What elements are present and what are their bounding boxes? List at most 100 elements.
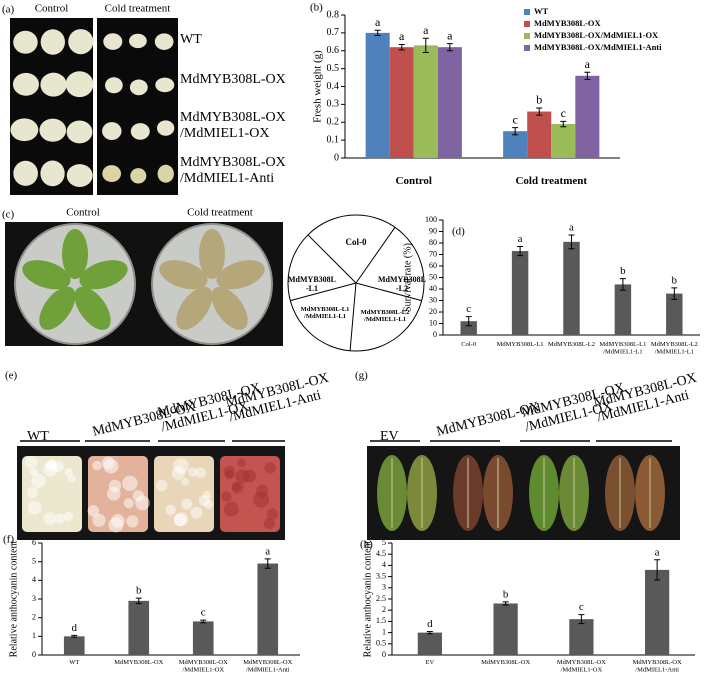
callus [130,168,147,184]
callus [92,513,106,527]
error-bar [446,43,453,52]
row-label: MdMYB308L-OX/MdMIEL1-OX [180,110,286,141]
callus [223,501,239,517]
row-label-line: /MdMIEL1-OX [180,126,269,141]
sector-label-line: MdMYB308L [288,275,336,284]
y-tick-label: 1 [382,627,386,636]
x-tick-label-line: MdMYB308L-OX [633,659,682,666]
x-tick-label: MdMYB308L-L2 [548,341,595,348]
callus [102,165,122,183]
bar [192,621,214,655]
x-tick-label: MdMYB308L-OX [114,659,163,666]
x-tick-label: MdMYB308L-L1 [497,341,544,348]
y-tick-label: 5 [382,538,386,547]
y-axis-label: Fresh weight (g) [312,50,324,123]
callus [108,517,124,533]
callus [155,479,168,492]
y-tick-label: 50 [429,272,437,281]
y-tick-label: 0.6 [327,45,340,56]
y-tick-label: 4 [32,575,36,584]
bar [551,124,576,158]
significance-letter: b [503,588,509,600]
legend-label: MdMYB308L-OX/MdMIEL1-OX [534,30,659,40]
group-label: EV [380,429,399,444]
sector-label-line: /MdMIEL1-L1 [363,317,406,324]
callus [102,122,122,141]
callus [64,467,73,477]
seedlings [159,260,208,290]
y-tick-label: 0.7 [327,27,340,38]
y-tick-label: 4.5 [376,549,386,558]
callus [63,512,74,522]
legend-swatch [524,33,530,39]
callus [66,120,93,144]
bar [365,32,390,158]
y-tick-label: 100 [425,215,437,224]
legend-swatch [524,21,530,27]
panel-label: (e) [5,370,18,382]
column-label: Control [66,207,100,219]
legend-label: WT [534,6,549,16]
x-tick-label-line: MdMYB308L-L1 [497,341,544,348]
error-bar [422,37,429,54]
sector-line [290,282,357,302]
x-tick-label-line: WT [69,659,79,666]
significance-letter: a [655,546,660,558]
sector-label-line: -L2 [396,284,408,293]
significance-letter: a [423,23,429,37]
callus [10,118,39,142]
callus [188,467,198,477]
sector-label: MdMYB308L -L2 [378,275,426,293]
error-bar [512,127,519,136]
error-bar [398,43,405,51]
x-tick-label-line: MdMYB308L-OX [557,659,606,666]
sector-label-line: MdMYB308L [378,275,426,284]
callus [126,515,139,528]
callus [130,123,150,140]
callus [232,482,241,491]
significance-letter: d [427,618,433,630]
y-axis-label: Relative anthocyanin content [362,540,373,657]
callus [253,491,270,508]
callus [27,500,42,515]
group-label-line: EV [380,429,399,444]
y-tick-label: 0 [32,650,36,659]
significance-letter: c [512,112,517,126]
x-tick-label-line: EV [426,659,435,666]
x-tick-label-line: MdMYB308L-L2 [651,341,698,348]
legend-swatch [524,45,530,51]
callus [39,118,67,142]
y-tick-label: 6 [32,538,36,547]
column-label: Control [35,3,69,15]
callus [87,505,100,517]
callus [157,120,175,136]
y-tick-label: 60 [429,261,437,270]
y-tick-label: 1 [32,631,36,640]
y-tick-label: 20 [429,307,437,316]
y-tick-label: 0.8 [327,9,340,20]
callus [52,461,64,473]
panel-label: (a) [2,4,15,16]
bar [666,293,683,335]
bar [413,45,438,159]
significance-letter: c [561,106,566,120]
sector-label: Col-0 [346,237,367,247]
callus [67,474,76,483]
group-label: WT [27,429,49,444]
significance-letter: c [579,601,584,613]
error-bar [374,29,381,37]
x-tick-label: MdMYB308L-OX/MdMIEL1-Anti [243,659,292,674]
x-tick-label-line: /MdMIEL1-Anti [246,667,290,674]
column-label: Cold treatment [187,207,253,219]
callus [106,487,121,501]
bar [645,569,670,655]
legend-swatch [524,9,530,15]
row-label: MdMYB308L-OX [180,72,286,87]
callus [157,164,174,183]
sector-label: MdMYB308L-L2/MdMIEL1-L1 [361,309,410,323]
panel-label: (c) [2,209,15,221]
sector-label-line: -L1 [306,284,318,293]
callus [65,71,94,98]
significance-letter: a [447,28,453,42]
